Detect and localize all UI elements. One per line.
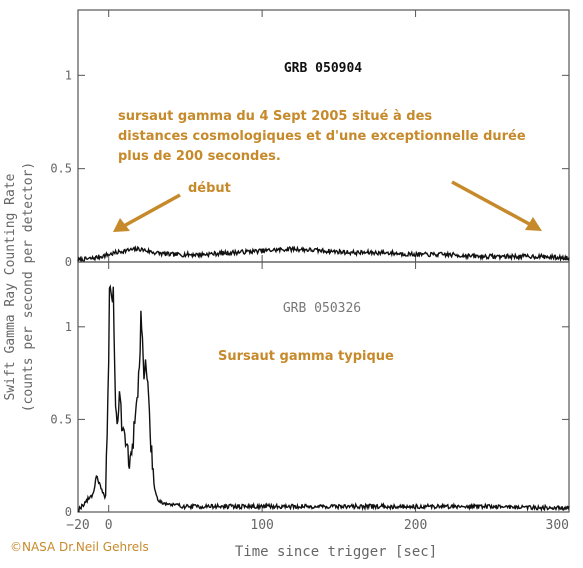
credit-text: ©NASA Dr.Neil Gehrels — [10, 540, 149, 554]
y-tick-label: 0 — [65, 255, 72, 269]
y-tick-label: 1 — [65, 68, 72, 82]
top-annotation-line-3: plus de 200 secondes. — [118, 149, 281, 164]
bottom-x-ticks: −20 0 100 200 300 — [66, 262, 570, 533]
panel-bottom: 00.51 −20 0 100 200 300 GRB 050326 Sursaut g… — [50, 261, 570, 533]
bottom-y-ticks: 00.51 — [50, 320, 569, 519]
x-tick-label: 100 — [250, 518, 273, 533]
y-axis-label: Swift Gamma Ray Counting Rate (counts pe… — [3, 162, 36, 412]
x-tick-label: 200 — [404, 518, 427, 533]
bottom-panel-title: GRB 050326 — [283, 301, 361, 316]
x-axis-label: Time since trigger [sec] — [235, 544, 437, 560]
top-y-ticks: 00.51 — [50, 10, 570, 269]
top-light-curve — [77, 245, 570, 263]
y-tick-label: 0.5 — [50, 162, 72, 176]
top-annotation-line-2: distances cosmologiques et d'une excepti… — [118, 129, 526, 144]
y-tick-label: 0 — [65, 505, 72, 519]
y-tick-label: 0.5 — [50, 412, 72, 426]
y-axis-label-line-1: Swift Gamma Ray Counting Rate — [3, 173, 18, 400]
top-annotation-line-1: sursaut gamma du 4 Sept 2005 situé à des — [118, 109, 432, 124]
x-tick-label: 0 — [105, 518, 113, 533]
debut-arrow — [113, 193, 181, 232]
debut-label: début — [188, 181, 231, 196]
x-tick-label: 300 — [546, 518, 569, 533]
x-tick-label: −20 — [66, 518, 89, 533]
y-axis-label-line-2: (counts per second per detector) — [21, 162, 36, 412]
y-tick-label: 1 — [65, 320, 72, 334]
bottom-light-curve — [77, 284, 570, 513]
bottom-annotation: Sursaut gamma typique — [218, 349, 394, 364]
end-arrow — [451, 180, 542, 231]
top-panel-title: GRB 050904 — [284, 61, 362, 76]
panel-bottom-frame — [77, 261, 570, 513]
panel-top: 00.51 GRB 050904 sursaut gamma du 4 Sept… — [50, 9, 570, 269]
